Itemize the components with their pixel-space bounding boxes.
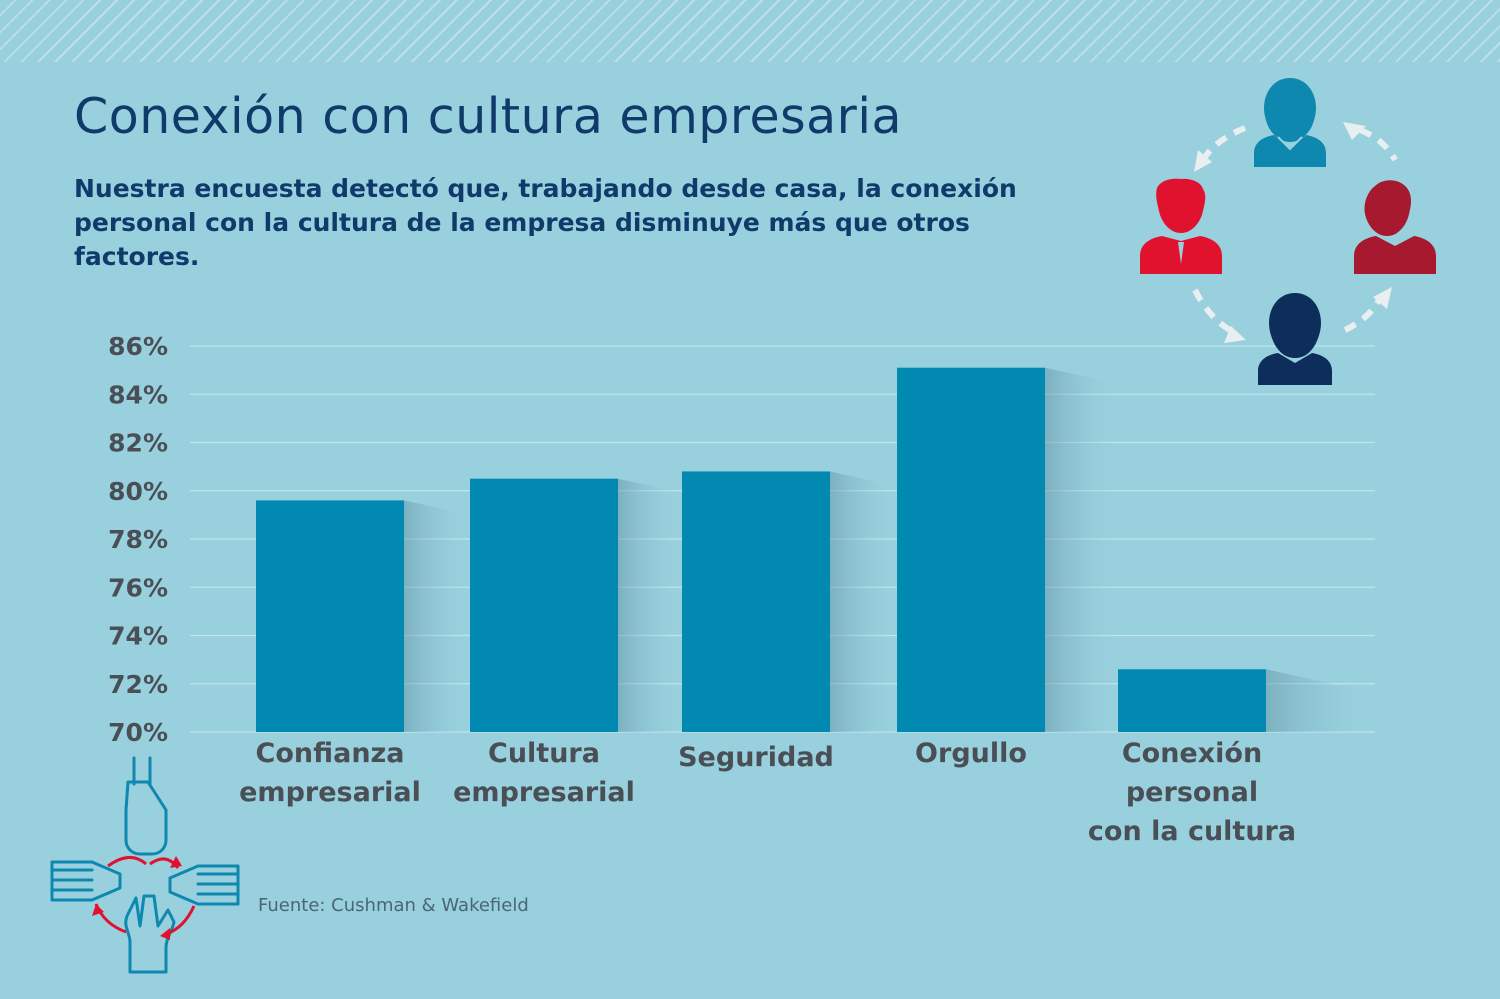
y-tick-label: 72%	[108, 670, 168, 699]
x-tick-label-line: empresarial	[453, 777, 635, 808]
x-tick-label-line: empresarial	[239, 777, 421, 808]
y-tick-label: 86%	[108, 332, 168, 361]
x-tick-label-line: Cultura	[488, 738, 600, 769]
bars	[256, 367, 1266, 732]
bar	[256, 500, 404, 732]
chart-title: Conexión con cultura empresaria	[74, 88, 902, 145]
y-tick-label: 70%	[108, 718, 168, 747]
bar	[897, 367, 1045, 732]
x-tick-label: Seguridad	[678, 742, 834, 773]
x-tick-label-line: Conexión	[1122, 738, 1262, 769]
x-tick-label: Cultura empresarial	[453, 738, 635, 808]
y-tick-label: 78%	[108, 525, 168, 554]
x-tick-label: Orgullo	[915, 738, 1027, 769]
x-tick-label: Confianza empresarial	[239, 738, 421, 808]
header-stripes	[0, 0, 1500, 62]
bar-shadows	[404, 367, 1375, 732]
bar-shadow	[830, 471, 897, 732]
y-tick-label: 84%	[108, 380, 168, 409]
x-tick-label-line: Seguridad	[678, 742, 834, 773]
x-tick-label-line: Orgullo	[915, 738, 1027, 769]
bar-shadow	[1266, 669, 1375, 732]
y-tick-label: 80%	[108, 477, 168, 506]
bar-shadow	[404, 500, 470, 732]
x-tick-label: Conexión personal con la cultura	[1088, 738, 1296, 847]
x-tick-label-line: personal	[1126, 777, 1258, 808]
source-note: Fuente: Cushman & Wakefield	[258, 895, 529, 916]
chart-subtitle: Nuestra encuesta detectó que, trabajando…	[74, 174, 1017, 271]
bar	[682, 471, 830, 732]
x-tick-label-line: Confianza	[256, 738, 405, 769]
bar-shadow	[618, 478, 682, 732]
y-tick-label: 74%	[108, 622, 168, 651]
bar	[1118, 669, 1266, 732]
bar	[470, 478, 618, 732]
x-axis-ticks: Confianza empresarial Cultura empresarial Se…	[239, 738, 1296, 847]
y-tick-label: 76%	[108, 573, 168, 602]
bar-shadow	[1045, 367, 1118, 732]
y-axis-ticks: 86% 84% 82% 80% 78% 76% 74% 72% 70%	[108, 332, 168, 747]
y-tick-label: 82%	[108, 429, 168, 458]
x-tick-label-line: con la cultura	[1088, 816, 1296, 847]
